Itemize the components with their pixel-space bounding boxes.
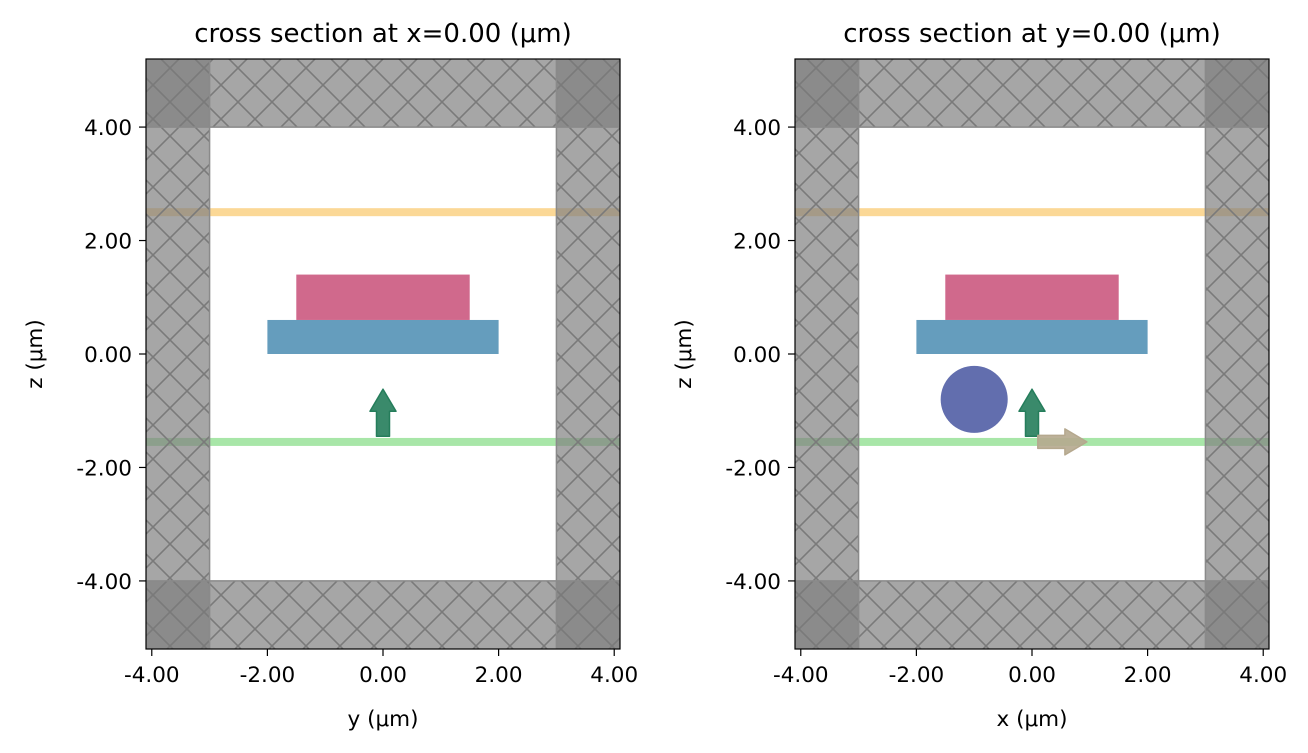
x-tick-label: 0.00 (1008, 663, 1056, 688)
x-tick-label: 4.00 (590, 663, 638, 688)
planes-group (795, 208, 1269, 446)
chart-panel-2: -4.00 -2.00 0.00 2.00 4.00 -4.00 -2.00 0.00 2.00… (672, 19, 1287, 732)
y-axis-label: z (μm) (23, 319, 48, 389)
x-tick-label: -4.00 (124, 663, 180, 688)
x-tick-label: 4.00 (1239, 663, 1287, 688)
y-tick-label: -2.00 (725, 456, 781, 481)
x-tick-label: -4.00 (773, 663, 829, 688)
x-tick-label: 2.00 (475, 663, 523, 688)
y-tick-label: -4.00 (76, 570, 132, 595)
pml-left-hatch (146, 59, 210, 649)
chart-title: cross section at y=0.00 (μm) (843, 19, 1220, 49)
pml-top-hatch (146, 59, 620, 128)
upper-slab (296, 274, 470, 320)
monitor-plane (795, 208, 1269, 217)
y-axis-label: z (μm) (672, 319, 697, 389)
planes-group (146, 208, 620, 446)
lower-slab (916, 319, 1148, 354)
x-tick-label: 0.00 (359, 663, 407, 688)
pml-top-hatch (795, 59, 1269, 128)
x-tick-label: -2.00 (240, 663, 296, 688)
monitor-plane (146, 208, 620, 217)
polarization-arrow (1037, 428, 1088, 456)
source-plane (146, 437, 620, 446)
chart-panel-1: -4.00 -2.00 0.00 2.00 4.00 -4.00 -2.00 0.00 2.00… (23, 19, 638, 732)
y-tick-label: 4.00 (733, 116, 781, 141)
y-tick-label: 0.00 (84, 343, 132, 368)
pml-left-hatch (795, 59, 859, 649)
sphere (940, 365, 1008, 433)
source-direction-arrow (369, 388, 397, 438)
chart-title: cross section at x=0.00 (μm) (194, 19, 571, 49)
pml-right-hatch (556, 59, 620, 649)
x-axis-label: y (μm) (348, 707, 419, 732)
upper-slab (945, 274, 1119, 320)
pml-regions (795, 59, 1269, 649)
pml-bottom-hatch (146, 580, 620, 649)
y-tick-label: -2.00 (76, 456, 132, 481)
y-tick-label: 2.00 (733, 230, 781, 255)
x-tick-label: 2.00 (1124, 663, 1172, 688)
y-tick-label: -4.00 (725, 570, 781, 595)
pml-regions (146, 59, 620, 649)
y-tick-label: 4.00 (84, 116, 132, 141)
structures-group (916, 274, 1148, 433)
pml-right-hatch (1205, 59, 1269, 649)
pml-bottom-hatch (795, 580, 1269, 649)
structures-group (267, 274, 499, 354)
y-tick-label: 0.00 (733, 343, 781, 368)
x-axis-label: x (μm) (997, 707, 1068, 732)
x-tick-label: -2.00 (889, 663, 945, 688)
source-direction-arrow (1018, 388, 1046, 438)
source-plane (795, 437, 1269, 446)
y-tick-label: 2.00 (84, 230, 132, 255)
lower-slab (267, 319, 499, 354)
